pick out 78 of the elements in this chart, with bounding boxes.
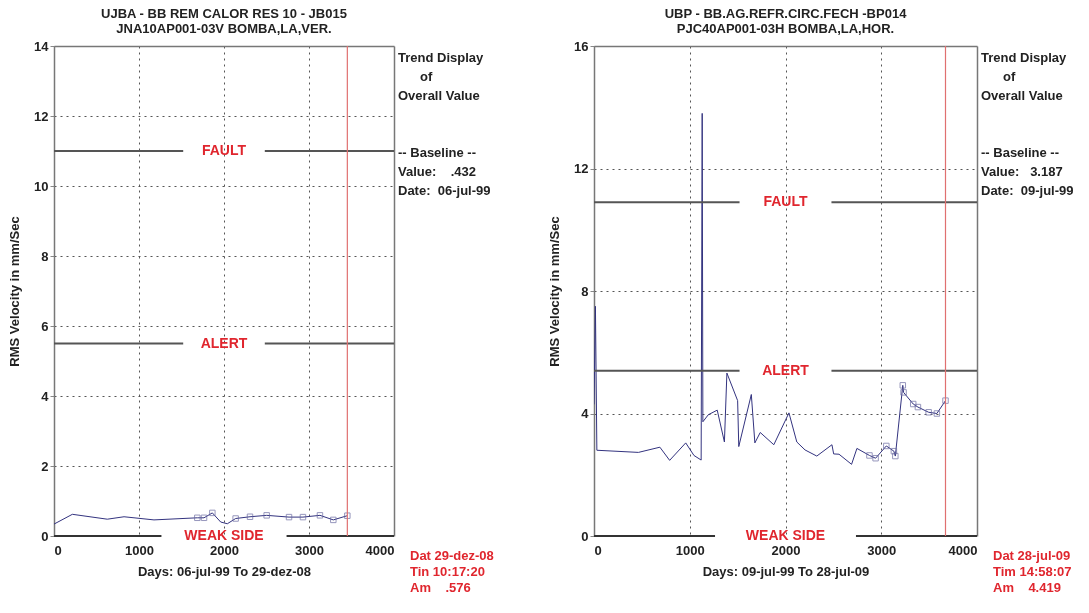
point: [892, 452, 899, 460]
ref-line-label: WEAK SIDE: [184, 527, 264, 543]
x-tick-label: 3000: [295, 542, 324, 558]
point: [914, 403, 922, 411]
text: of: [420, 68, 433, 86]
y-tick-label: 16: [574, 38, 589, 54]
text: -- Baseline --: [981, 144, 1060, 162]
ref-line-label: ALERT: [762, 361, 810, 378]
y-tick-label: 4: [41, 388, 50, 404]
text: Value: .432: [398, 163, 477, 181]
x-axis-title: Days: 06-jul-99 To 29-dez-08: [137, 563, 312, 579]
text: Date: 06-jul-99: [398, 182, 491, 200]
y-tick-label: 0: [581, 528, 589, 544]
text: Dat 28-jul-09: [993, 548, 1071, 564]
x-tick-label: 1000: [125, 542, 154, 558]
point: [899, 382, 907, 389]
x-tick-label: 0: [54, 542, 62, 558]
y-tick-label: 2: [41, 458, 49, 474]
point: [909, 400, 917, 408]
y-tick-label: 4: [581, 406, 590, 421]
point: [866, 452, 873, 459]
y-tick-label: 12: [34, 108, 49, 124]
point: [942, 397, 949, 404]
point: [299, 513, 307, 521]
y-tick-label: 14: [34, 38, 50, 54]
x-tick-label: 4000: [365, 542, 395, 558]
point: [933, 410, 941, 417]
point: [285, 513, 293, 521]
ref-line-label: WEAK SIDE: [745, 527, 826, 543]
text: Tim 14:58:07: [993, 564, 1072, 580]
point: [872, 454, 879, 462]
x-tick-label: 0: [594, 542, 602, 558]
chart-subtitle: PJC40AP001-03H BOMBA,LA,HOR.: [676, 21, 895, 36]
text: Trend Display: [398, 49, 484, 67]
x-tick-label: 1000: [675, 542, 705, 558]
x-axis-title: Days: 09-jul-99 To 28-jul-09: [702, 563, 870, 579]
ref-line-label: FAULT: [201, 142, 247, 158]
point: [344, 512, 351, 519]
text: Date: 09-jul-99: [981, 182, 1074, 200]
point: [194, 514, 201, 522]
text: Trend Display: [981, 49, 1067, 67]
point: [900, 389, 907, 396]
text: Am .576: [410, 580, 471, 596]
text: Am 4.419: [993, 580, 1061, 596]
text: Dat 29-dez-08: [410, 548, 494, 564]
point: [263, 512, 270, 519]
y-tick-label: 10: [34, 178, 49, 194]
text: Value: 3.187: [981, 163, 1063, 181]
point: [883, 442, 890, 450]
x-tick-label: 2000: [771, 542, 801, 558]
point: [890, 447, 898, 455]
point: [330, 516, 337, 524]
y-axis-title: RMS Velocity in mm/Sec: [7, 216, 23, 367]
point: [200, 514, 208, 522]
text: Tin 10:17:20: [410, 564, 485, 580]
point: [209, 509, 216, 517]
ref-line-label: FAULT: [763, 193, 808, 210]
point: [925, 409, 932, 416]
point: [246, 513, 254, 520]
x-tick-label: 3000: [867, 542, 897, 558]
x-tick-label: 4000: [948, 542, 978, 558]
y-axis-title: RMS Velocity in mm/Sec: [547, 216, 563, 367]
text: of: [1003, 68, 1016, 86]
chart-title: UBP - BB.AG.REFR.CIRC.FECH -BP014: [664, 6, 908, 21]
text: Overall Value: [981, 87, 1063, 105]
chart-title: UJBA - BB REM CALOR RES 10 - JB015: [101, 6, 347, 21]
point: [232, 515, 239, 522]
text: Overall Value: [398, 87, 480, 105]
text: -- Baseline --: [398, 144, 477, 162]
ref-line-label: ALERT: [200, 334, 248, 351]
chart-subtitle: JNA10AP001-03V BOMBA,LA,VER.: [116, 21, 332, 36]
y-tick-label: 12: [574, 161, 589, 176]
y-tick-label: 8: [41, 248, 49, 264]
y-tick-label: 8: [581, 283, 589, 299]
point: [316, 512, 324, 519]
y-tick-label: 0: [41, 528, 49, 544]
y-tick-label: 6: [41, 318, 49, 334]
x-tick-label: 2000: [210, 542, 239, 558]
